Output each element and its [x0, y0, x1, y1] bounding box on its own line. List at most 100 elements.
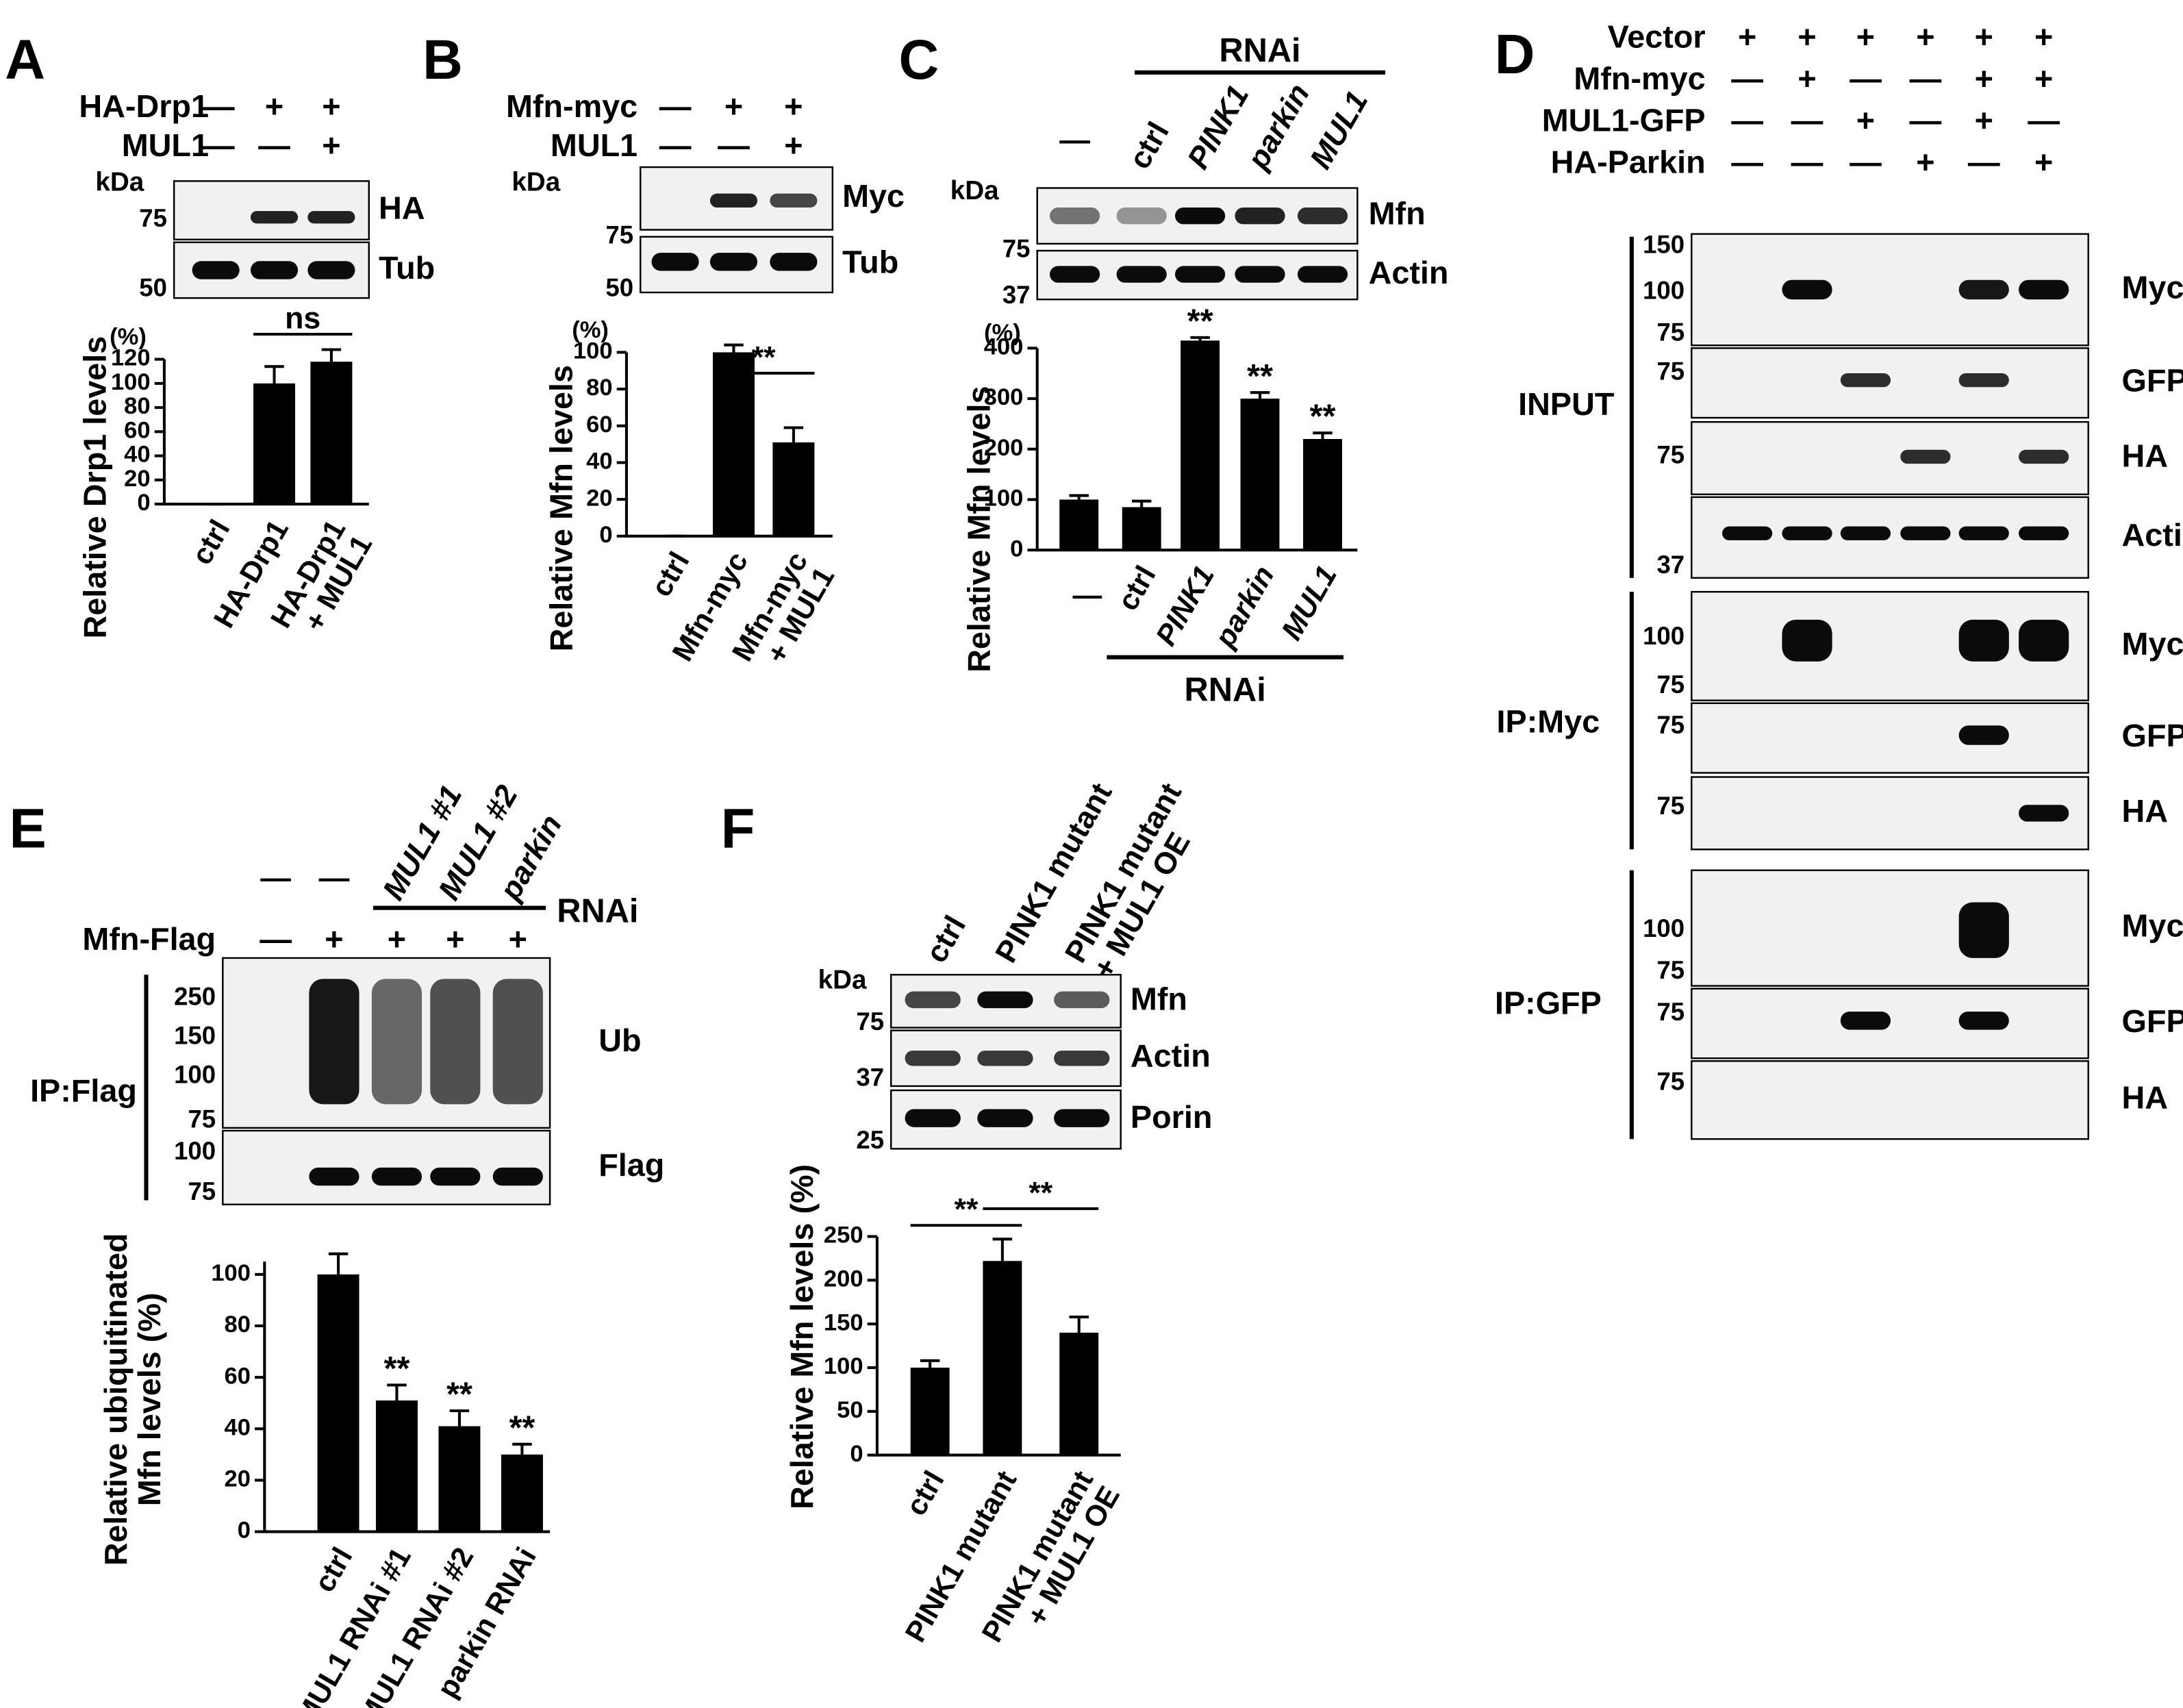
blot — [173, 180, 370, 240]
error-bar — [992, 1238, 1013, 1261]
condition-name: Vector — [1608, 18, 1706, 54]
marker-label: 75 — [856, 1007, 884, 1035]
marker-label: 75 — [1656, 318, 1684, 347]
marker-label: 37 — [856, 1063, 884, 1091]
y-tick-label: 100 — [211, 1260, 251, 1286]
significance: ** — [1187, 303, 1213, 340]
condition-mark: — — [1731, 144, 1763, 179]
category-label-line: ctrl — [186, 514, 237, 570]
blot-label: Actin — [1131, 1038, 1211, 1074]
band — [430, 1167, 481, 1186]
band — [1900, 449, 1951, 464]
band — [1054, 991, 1110, 1009]
marker-label: 100 — [1643, 277, 1684, 305]
band — [1840, 373, 1891, 388]
band — [1958, 373, 2009, 388]
axis-unit: (%) — [572, 317, 609, 343]
condition-mark: + — [1975, 60, 1993, 96]
marker-label: 75 — [1656, 670, 1684, 699]
error-bar — [1131, 499, 1152, 507]
error-bar — [1069, 1315, 1089, 1333]
band — [1782, 279, 1832, 300]
bar — [438, 1426, 481, 1532]
band — [1054, 1051, 1110, 1066]
column-label-line: — — [319, 862, 350, 895]
band — [709, 193, 758, 208]
bar — [712, 352, 755, 536]
condition-mark: — — [1731, 102, 1763, 138]
marker-label: 75 — [1656, 711, 1684, 739]
bar — [375, 1400, 418, 1532]
column-label-line: ctrl — [920, 910, 972, 968]
error-bar — [328, 1252, 349, 1274]
blot — [1691, 869, 2089, 987]
band — [905, 1051, 961, 1066]
condition-mark: — — [1968, 144, 2000, 179]
y-tick-label: 0 — [137, 490, 150, 516]
category-label: ctrl — [645, 547, 696, 603]
band — [1050, 208, 1100, 225]
y-tick-label: 200 — [824, 1266, 863, 1292]
y-tick-label: 150 — [824, 1309, 863, 1335]
condition-mark: + — [325, 921, 343, 957]
y-tick-label: 0 — [599, 522, 612, 548]
y-tick-label: 100 — [824, 1353, 863, 1379]
bar — [1240, 399, 1280, 551]
condition-mark: + — [509, 921, 527, 957]
blot-label: Myc — [842, 178, 905, 214]
panel-letter: A — [5, 29, 45, 91]
column-label-line: parkin — [1241, 78, 1316, 175]
band — [1722, 526, 1773, 540]
y-tick-label: 120 — [111, 345, 151, 371]
bar — [317, 1274, 359, 1532]
condition-mark: + — [1975, 18, 1993, 54]
marker-label: 100 — [174, 1060, 216, 1088]
category-label: — — [1073, 579, 1102, 612]
significance: ** — [509, 1409, 535, 1446]
band — [905, 991, 961, 1009]
band — [1050, 266, 1100, 283]
y-axis-label-line: Relative ubiquitinated — [98, 1233, 134, 1566]
bar — [983, 1261, 1022, 1455]
blot-label: GFP — [2122, 363, 2183, 399]
error-bar — [1190, 336, 1210, 341]
band — [1958, 1012, 2009, 1030]
blot-label: GFP — [2122, 718, 2183, 753]
condition-mark: — — [1850, 144, 1882, 179]
marker-label: 37 — [1656, 551, 1684, 579]
y-axis-label-line: Mfn levels (%) — [131, 1293, 167, 1507]
marker-label: 25 — [856, 1126, 884, 1154]
band — [1958, 619, 2009, 662]
significance: ** — [446, 1377, 472, 1414]
band — [1782, 619, 1832, 662]
condition-mark: — — [718, 127, 750, 163]
condition-mark: — — [1909, 60, 1941, 96]
y-tick-label: 300 — [984, 384, 1024, 410]
condition-mark: + — [1797, 18, 1816, 54]
condition-mark: — — [2028, 102, 2060, 138]
bar — [501, 1454, 543, 1532]
blot-label: Tub — [842, 244, 898, 280]
condition-mark: + — [2034, 60, 2053, 96]
condition-name: MUL1 — [551, 127, 638, 163]
band — [309, 979, 359, 1105]
kda-label: kDa — [818, 966, 867, 995]
comparison-label: ** — [955, 1193, 979, 1227]
y-tick-label: 100 — [111, 369, 151, 395]
marker-label: 100 — [174, 1137, 216, 1165]
band — [309, 1167, 359, 1186]
condition-mark: + — [1916, 144, 1934, 179]
band — [492, 1167, 543, 1186]
condition-mark: + — [1856, 18, 1875, 54]
bar — [772, 442, 815, 536]
y-tick-label: 50 — [837, 1397, 863, 1423]
panel-letter: D — [1495, 23, 1535, 86]
column-label: ctrl — [1123, 116, 1176, 175]
condition-mark: — — [1791, 102, 1824, 138]
marker-label: 150 — [174, 1021, 216, 1049]
condition-mark: — — [659, 127, 692, 163]
column-label: PINK1 — [1181, 79, 1255, 175]
band — [307, 211, 355, 224]
column-label: — — [1059, 123, 1090, 157]
